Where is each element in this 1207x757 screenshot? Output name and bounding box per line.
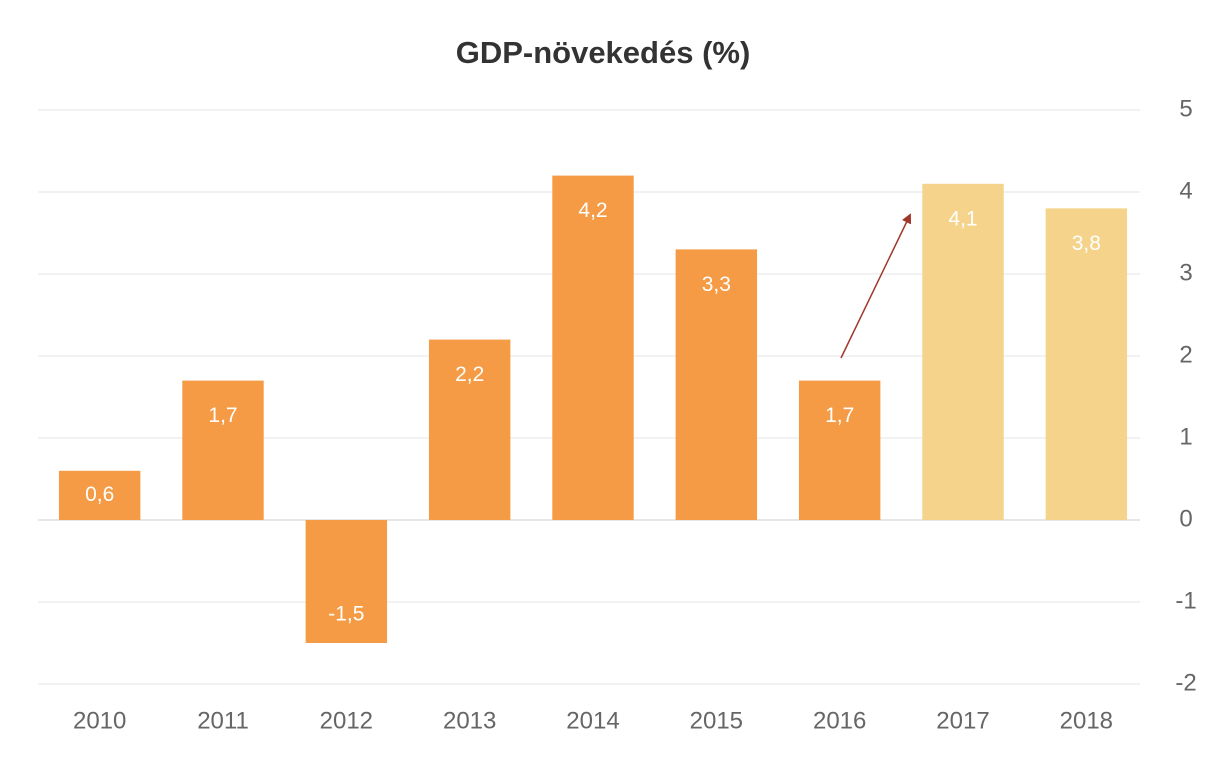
x-tick-label: 2012 bbox=[320, 707, 373, 734]
bar bbox=[182, 380, 264, 520]
y-tick-label: 3 bbox=[1179, 259, 1192, 286]
bar bbox=[675, 249, 758, 520]
x-tick-label: 2017 bbox=[936, 707, 989, 734]
value-label: 1,7 bbox=[825, 404, 854, 427]
bar bbox=[798, 380, 881, 520]
y-tick-label: 4 bbox=[1179, 177, 1192, 204]
value-label: 1,7 bbox=[208, 404, 237, 427]
y-tick-label: 0 bbox=[1179, 505, 1192, 532]
value-label: -1,5 bbox=[328, 603, 364, 626]
value-label: 3,8 bbox=[1072, 232, 1101, 255]
x-tick-label: 2015 bbox=[690, 707, 743, 734]
value-label: 0,6 bbox=[85, 483, 114, 506]
value-label: 3,3 bbox=[702, 273, 731, 296]
value-label: 2,2 bbox=[455, 363, 484, 386]
x-tick-label: 2016 bbox=[813, 707, 866, 734]
bars: 2010 0,6 2011 1,7 2012 -1,5 2013 2,2 2014 4,2 2015… bbox=[58, 175, 1128, 734]
x-tick-label: 2010 bbox=[73, 707, 126, 734]
value-label: 4,1 bbox=[948, 207, 977, 230]
arrow bbox=[840, 213, 912, 359]
bar bbox=[428, 339, 511, 520]
y-tick-label: 5 bbox=[1179, 95, 1192, 122]
x-tick-label: 2011 bbox=[197, 707, 249, 734]
x-tick-label: 2013 bbox=[443, 707, 496, 734]
bar bbox=[552, 175, 634, 520]
y-tick-label: -2 bbox=[1175, 669, 1196, 696]
x-tick-label: 2018 bbox=[1060, 707, 1113, 734]
bar bbox=[1045, 208, 1128, 520]
y-tick-label: 1 bbox=[1179, 423, 1192, 450]
value-label: 4,2 bbox=[578, 199, 607, 222]
bar bbox=[58, 470, 141, 520]
y-tick-label: -1 bbox=[1175, 587, 1196, 614]
x-tick-label: 2014 bbox=[566, 707, 619, 734]
y-tick-label: 2 bbox=[1179, 341, 1192, 368]
bar bbox=[305, 520, 388, 643]
chart-title: GDP-növekedés (%) bbox=[456, 35, 751, 70]
bar bbox=[922, 183, 1004, 521]
